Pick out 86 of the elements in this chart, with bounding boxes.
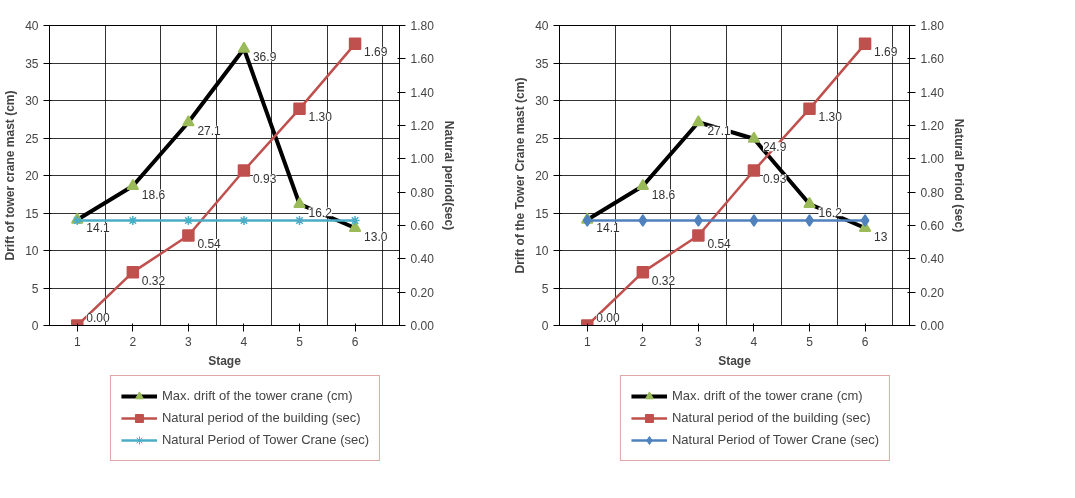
x-tick-label: 6: [861, 334, 869, 349]
y-tick-label: 35: [535, 56, 549, 71]
y-tick-label: 10: [25, 244, 39, 258]
data-label: 16.2: [308, 205, 333, 220]
y-tick-label: 30: [535, 94, 549, 108]
data-label: 16.2: [818, 205, 843, 220]
data-label: 1.69: [874, 45, 898, 60]
y2-tick-label: 1.80: [920, 19, 945, 33]
y-tick-label: 0: [31, 319, 39, 333]
x-tick-label: 2: [129, 334, 137, 349]
data-label: 0.54: [197, 237, 222, 251]
y2-axis-title: Natural Period (sec): [951, 118, 966, 233]
y2-tick-label: 1.20: [410, 119, 435, 133]
data-label: 18.6: [651, 187, 676, 202]
y-tick-label: 25: [535, 131, 549, 146]
data-label: 0.93: [762, 172, 787, 186]
y2-tick-label: 1.60: [410, 52, 435, 67]
data-label: 13: [874, 229, 888, 244]
x-tick-label: 1: [73, 334, 81, 349]
y2-tick-label: 0.20: [920, 285, 945, 300]
data-label: 13.0: [364, 229, 388, 244]
data-label: 0.00: [86, 311, 110, 325]
y2-tick-label: 0.80: [920, 185, 945, 200]
y-axis-title: Drift of tower crane mast (cm): [3, 90, 18, 261]
y-tick-label: 15: [25, 206, 39, 221]
data-label: 0.54: [707, 237, 732, 251]
y-tick-label: 40: [535, 19, 549, 33]
data-label: 27.1: [707, 123, 732, 138]
legend-label: Natural period of the building (sec): [161, 410, 361, 425]
data-label: 0.93: [252, 172, 277, 186]
y2-tick-label: 1.60: [920, 52, 945, 67]
data-label: 18.6: [141, 187, 166, 202]
data-label: 27.1: [197, 123, 222, 138]
y2-tick-label: 1.80: [410, 19, 435, 33]
y2-tick-label: 1.40: [920, 85, 945, 100]
data-label: 36.9: [252, 50, 277, 65]
x-tick-label: 4: [750, 334, 758, 349]
y2-tick-label: 1.20: [920, 119, 945, 133]
x-tick-label: 6: [351, 334, 359, 349]
y-tick-label: 40: [25, 19, 39, 33]
x-tick-label: 5: [806, 334, 814, 349]
y2-tick-label: 1.40: [410, 85, 435, 100]
legend-label: Max. drift of the tower crane (cm): [671, 388, 863, 403]
y2-tick-label: 0.00: [410, 319, 435, 333]
y-tick-label: 30: [25, 94, 39, 108]
y2-tick-label: 0.60: [410, 219, 435, 233]
legend-label: Natural Period of Tower Crane (sec): [671, 432, 880, 447]
y2-axis-title: Natural period(sec): [441, 120, 456, 231]
y-tick-label: 25: [25, 131, 39, 146]
y-tick-label: 5: [31, 281, 39, 296]
y-tick-label: 5: [541, 281, 549, 296]
data-label: 14.1: [86, 221, 110, 236]
y-tick-label: 20: [25, 169, 39, 183]
legend-label: Natural period of the building (sec): [671, 410, 871, 425]
legend-label: Max. drift of the tower crane (cm): [161, 388, 353, 403]
y2-tick-label: 0.80: [410, 185, 435, 200]
x-axis-title: Stage: [208, 353, 242, 368]
x-tick-label: 5: [296, 334, 304, 349]
y-tick-label: 35: [25, 56, 39, 71]
data-label: 0.32: [651, 273, 676, 288]
y-tick-label: 15: [535, 206, 549, 221]
data-label: 24.9: [762, 140, 787, 155]
y-tick-label: 20: [535, 169, 549, 183]
x-tick-label: 3: [185, 334, 193, 349]
y2-tick-label: 0.40: [410, 252, 435, 267]
y-tick-label: 10: [535, 244, 549, 258]
x-tick-label: 2: [639, 334, 647, 349]
data-label: 1.30: [818, 110, 843, 125]
y-axis-title: Drift of the Tower Crane mast (cm): [513, 77, 528, 274]
x-tick-label: 1: [583, 334, 591, 349]
data-label: 1.30: [308, 110, 333, 125]
x-tick-label: 4: [240, 334, 248, 349]
y2-tick-label: 0.40: [920, 252, 945, 267]
y2-tick-label: 0.00: [920, 319, 945, 333]
x-axis-title: Stage: [718, 353, 752, 368]
data-label: 14.1: [596, 221, 620, 236]
legend-label: Natural Period of Tower Crane (sec): [161, 432, 370, 447]
y-tick-label: 0: [541, 319, 549, 333]
x-tick-label: 3: [695, 334, 703, 349]
y2-tick-label: 1.00: [410, 152, 435, 167]
data-label: 0.32: [141, 273, 166, 288]
data-label: 1.69: [364, 45, 388, 60]
y2-tick-label: 0.60: [920, 219, 945, 233]
y2-tick-label: 0.20: [410, 285, 435, 300]
y2-tick-label: 1.00: [920, 152, 945, 167]
data-label: 0.00: [596, 311, 620, 325]
